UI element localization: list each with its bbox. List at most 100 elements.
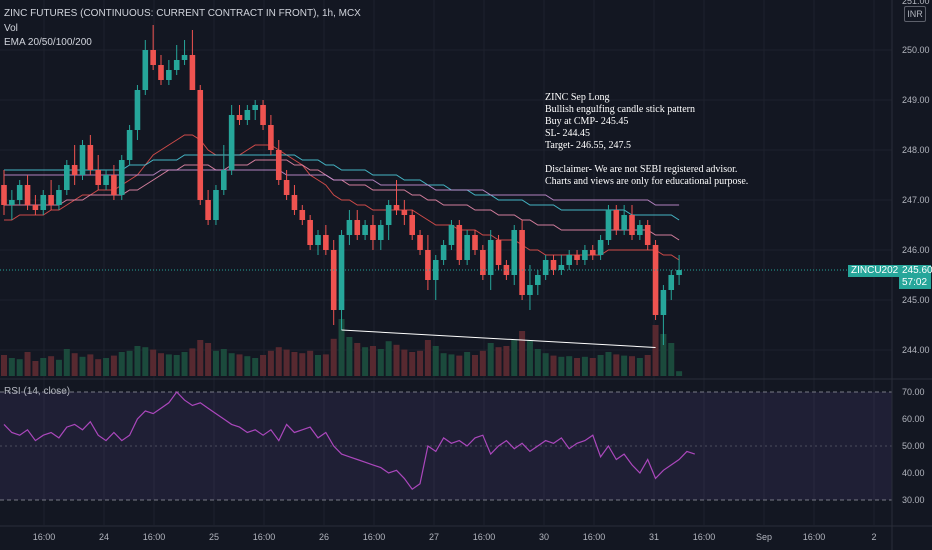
volume-bar [566,356,573,376]
time-tick-label: 24 [99,532,109,542]
candle-body [150,50,156,65]
last-price-tag: 245.60 [899,265,932,277]
candle-body [511,230,518,275]
volume-bar [354,343,361,376]
volume-bar [126,350,133,376]
rsi-tick-label: 60.00 [902,414,925,424]
candle [71,145,78,185]
candle [338,230,345,330]
candle [40,190,47,215]
candle-body [456,225,463,260]
candle-body [346,220,353,235]
candle [1,170,7,215]
volume-bar [244,356,251,376]
candle [283,170,290,200]
candle-body [291,195,298,210]
candle-body [644,225,651,245]
candle-body [613,210,620,230]
time-tick-label: 2 [871,532,876,542]
candle [48,180,54,210]
candle [668,270,675,300]
candle-body [213,190,219,220]
time-axis[interactable]: 16:00 24 16:00 25 16:00 26 16:00 27 16:00 30 16:00… [0,525,932,542]
currency-unit-label[interactable]: INR [904,6,926,22]
candle-body [71,165,78,175]
volume-bar [252,358,259,376]
trade-idea-annotation[interactable]: ZINC Sep Long Bullish engulfing candle s… [545,92,748,188]
volume-bar [267,350,274,376]
candle [535,270,541,295]
candle [118,155,125,200]
candle [228,105,235,175]
price-tick-label: 245.00 [902,295,930,305]
candle [197,85,204,205]
vol-indicator-label[interactable]: Vol [4,23,18,34]
candle [464,230,470,265]
volume-bar [142,347,149,376]
candle-body [378,225,384,240]
volume-bar [519,331,526,376]
candle [519,220,525,300]
candle [268,115,274,155]
candle [417,230,423,255]
candle-body [252,105,258,110]
rsi-tick-label: 30.00 [902,495,925,505]
candle [456,220,463,265]
volume-bar [103,358,110,376]
candle [126,125,133,165]
time-tick-label: Sep [756,532,772,542]
ema-indicator-label[interactable]: EMA 20/50/100/200 [4,37,92,48]
volume-bars [1,319,683,376]
volume-bar [291,352,298,376]
candle-body [142,50,149,90]
support-trendline[interactable] [341,329,656,348]
candle-body [472,235,478,250]
candle [330,240,337,325]
time-tick-label: 16:00 [143,532,166,542]
candle [252,100,258,120]
annotation-line: SL- 244.45 [545,128,590,139]
candle-body [637,225,643,235]
candle [32,195,39,215]
candle-body [660,290,667,315]
volume-bar [652,325,659,376]
volume-bar [236,354,243,376]
candle [503,260,510,280]
volume-bar [503,346,510,376]
candle [472,230,478,255]
volume-bar [409,352,416,376]
candle [511,225,518,285]
volume-bar [644,355,651,376]
candle-body [574,255,580,260]
candle [9,190,15,220]
candle [307,215,313,250]
candle-body [393,205,400,210]
volume-bar [542,353,549,376]
symbol-title[interactable]: ZINC FUTURES (CONTINUOUS: CURRENT CONTRA… [4,8,361,19]
volume-bar [275,347,282,376]
candle-body [676,270,682,275]
annotation-line: Buy at CMP- 245.45 [545,116,629,127]
candle [213,185,219,225]
rsi-indicator-label[interactable]: RSI (14, close) [4,386,71,397]
candle-body [307,220,313,245]
candle-body [503,265,510,275]
volume-bar [362,347,369,376]
volume-bar [150,349,157,376]
volume-bar [315,355,321,376]
candle-body [16,185,23,200]
candle [637,220,643,240]
candle-body [166,70,172,80]
candle [291,185,298,215]
candle-body [425,250,431,280]
candle [189,30,196,90]
candle [613,205,620,235]
volume-bar [338,319,345,376]
candle-body [535,275,541,285]
candle [166,60,172,85]
time-tick-label: 16:00 [253,532,276,542]
volume-bar [197,340,204,376]
candle-body [417,235,423,250]
candle [244,105,251,125]
